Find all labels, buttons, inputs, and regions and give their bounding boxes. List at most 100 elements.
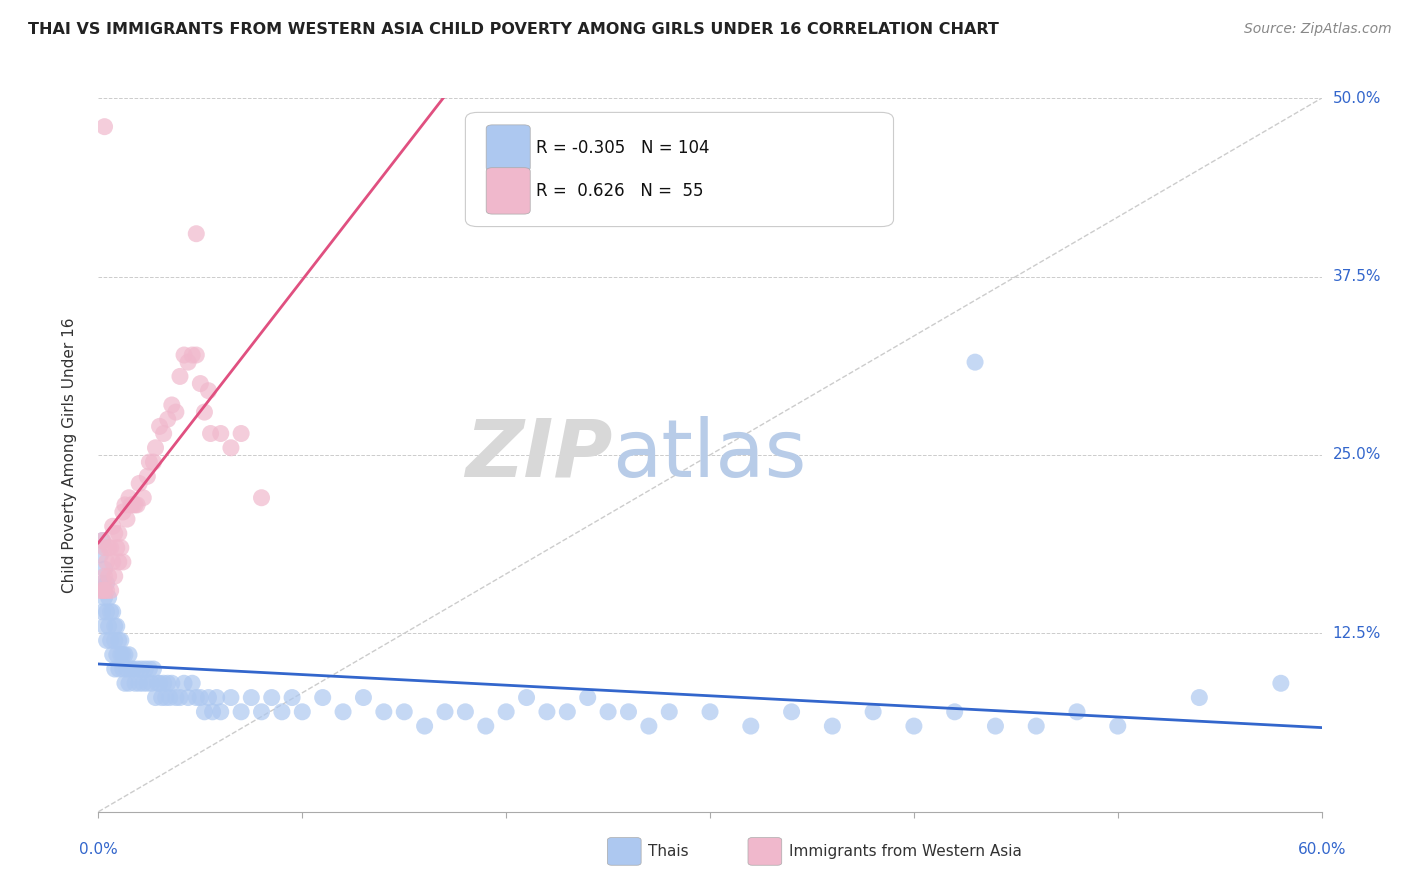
Point [129, 662, 152, 676]
Point [1270, 676, 1292, 690]
Point [132, 491, 155, 505]
Point [108, 526, 131, 541]
Point [332, 705, 354, 719]
Point [101, 519, 124, 533]
FancyBboxPatch shape [486, 168, 530, 214]
Point [89, 548, 111, 562]
Text: R =  0.626   N =  55: R = 0.626 N = 55 [536, 182, 704, 200]
Point [186, 227, 208, 241]
Point [177, 355, 200, 369]
Text: atlas: atlas [612, 416, 807, 494]
Point [903, 719, 925, 733]
Point [291, 705, 314, 719]
Point [181, 676, 204, 690]
Point [96, 605, 118, 619]
Text: R = -0.305   N = 104: R = -0.305 N = 104 [536, 139, 710, 157]
Point [186, 348, 208, 362]
Point [260, 690, 283, 705]
Text: 60.0%: 60.0% [1298, 842, 1346, 857]
Point [145, 441, 167, 455]
Point [100, 633, 122, 648]
Point [152, 676, 174, 690]
Point [110, 541, 132, 555]
Point [193, 405, 215, 419]
Point [146, 676, 169, 690]
Point [93, 619, 115, 633]
Point [169, 690, 191, 705]
Point [124, 498, 146, 512]
Point [91, 576, 114, 591]
Point [454, 705, 477, 719]
Point [124, 676, 146, 690]
Point [205, 690, 228, 705]
Point [200, 426, 222, 441]
Point [270, 705, 294, 719]
Point [97, 541, 120, 555]
Point [1188, 690, 1211, 705]
Point [165, 690, 187, 705]
Point [209, 426, 232, 441]
Point [155, 690, 177, 705]
Point [152, 426, 174, 441]
Point [186, 690, 208, 705]
Point [149, 676, 172, 690]
Point [231, 705, 253, 719]
Point [127, 498, 149, 512]
Point [138, 662, 160, 676]
Point [209, 705, 232, 719]
Point [219, 441, 242, 455]
Point [240, 690, 263, 705]
Point [1107, 719, 1129, 733]
Point [89, 583, 111, 598]
Point [169, 369, 191, 384]
Point [105, 648, 128, 662]
Point [120, 498, 142, 512]
Point [97, 569, 120, 583]
Point [104, 662, 127, 676]
Point [105, 619, 128, 633]
Text: 50.0%: 50.0% [1333, 91, 1381, 105]
Point [104, 569, 127, 583]
Point [142, 455, 165, 469]
Point [156, 676, 179, 690]
Point [156, 412, 179, 426]
Y-axis label: Child Poverty Among Girls Under 16: Child Poverty Among Girls Under 16 [62, 318, 77, 592]
Point [101, 555, 124, 569]
Point [516, 690, 538, 705]
Point [188, 376, 212, 391]
Point [413, 719, 436, 733]
Point [127, 662, 149, 676]
Point [122, 498, 145, 512]
Point [93, 583, 115, 598]
Point [474, 719, 498, 733]
Point [97, 591, 120, 605]
Point [576, 690, 599, 705]
Point [96, 583, 118, 598]
Point [93, 569, 115, 583]
Point [193, 705, 215, 719]
Point [138, 455, 160, 469]
Point [780, 705, 803, 719]
Point [658, 705, 681, 719]
Point [114, 648, 136, 662]
Point [96, 576, 118, 591]
Point [111, 505, 134, 519]
Point [197, 384, 219, 398]
Point [108, 555, 131, 569]
Point [122, 662, 145, 676]
Point [145, 690, 167, 705]
Point [105, 541, 128, 555]
Point [114, 676, 136, 690]
Point [231, 426, 253, 441]
Point [111, 555, 134, 569]
Point [1025, 719, 1047, 733]
Point [181, 348, 204, 362]
Point [93, 541, 115, 555]
Point [110, 633, 132, 648]
Point [434, 705, 457, 719]
Point [201, 705, 224, 719]
Point [118, 491, 141, 505]
Point [142, 662, 165, 676]
Point [111, 662, 134, 676]
Text: 12.5%: 12.5% [1333, 626, 1381, 640]
